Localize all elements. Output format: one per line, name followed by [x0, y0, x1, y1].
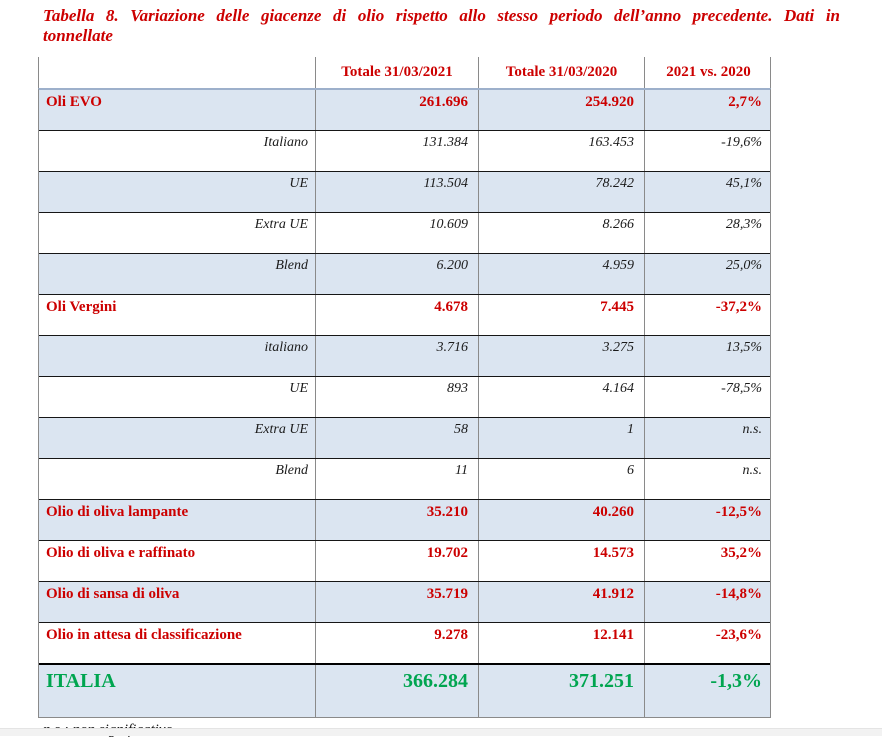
row-label: Blend — [275, 258, 308, 273]
table-title: Tabella 8. Variazione delle giacenze di … — [43, 6, 840, 46]
cell-delta: 25,0% — [644, 254, 772, 294]
cell-total-2021: 6.200 — [315, 254, 478, 294]
table-row-oli-evo: Oli EVO 261.696 254.920 2,7% — [39, 90, 770, 130]
cell-delta: 45,1% — [644, 172, 772, 212]
row-label: Olio di oliva e raffinato — [46, 545, 196, 561]
cell-delta: -1,3% — [644, 665, 772, 717]
table-body: Oli EVO 261.696 254.920 2,7% Italiano 13… — [38, 88, 771, 718]
cell-total-2021: 113.504 — [315, 172, 478, 212]
table-row-olio-sansa: Olio di sansa di oliva 35.719 41.912 -14… — [39, 581, 770, 622]
table-row-blend-evo: Blend 6.200 4.959 25,0% — [39, 253, 770, 294]
cell-total-2021: 3.716 — [315, 336, 478, 376]
cell-delta: 13,5% — [644, 336, 772, 376]
cell-total-2021: 131.384 — [315, 131, 478, 171]
table-row-olio-lampante: Olio di oliva lampante 35.210 40.260 -12… — [39, 499, 770, 540]
table-row-olio-attesa-classificazione: Olio in attesa di classificazione 9.278 … — [39, 622, 770, 663]
table-row-oli-vergini: Oli Vergini 4.678 7.445 -37,2% — [39, 294, 770, 335]
row-label: Extra UE — [254, 422, 308, 437]
page-edge-divider — [0, 728, 882, 736]
cell-delta: 2,7% — [644, 90, 772, 130]
table-row-ue-vergini: UE 893 4.164 -78,5% — [39, 376, 770, 417]
cell-delta: -23,6% — [644, 623, 772, 663]
table-row-ue-evo: UE 113.504 78.242 45,1% — [39, 171, 770, 212]
table-row-extra-ue-evo: Extra UE 10.609 8.266 28,3% — [39, 212, 770, 253]
cell-total-2021: 9.278 — [315, 623, 478, 663]
cell-total-2020: 1 — [478, 418, 644, 458]
cell-total-2020: 78.242 — [478, 172, 644, 212]
cell-total-2020: 163.453 — [478, 131, 644, 171]
cell-delta: 28,3% — [644, 213, 772, 253]
cell-total-2020: 4.164 — [478, 377, 644, 417]
cell-delta: 35,2% — [644, 541, 772, 581]
row-label: Olio di sansa di oliva — [46, 586, 180, 602]
table-header-row: Totale 31/03/2021 Totale 31/03/2020 2021… — [38, 57, 771, 88]
row-label: Oli Vergini — [46, 299, 117, 315]
table-row-italia-total: ITALIA 366.284 371.251 -1,3% — [39, 663, 770, 717]
data-table: Totale 31/03/2021 Totale 31/03/2020 2021… — [38, 57, 771, 718]
cell-delta: -12,5% — [644, 500, 772, 540]
row-label: Olio in attesa di classificazione — [46, 627, 242, 643]
cell-total-2021: 19.702 — [315, 541, 478, 581]
cell-total-2021: 35.210 — [315, 500, 478, 540]
table-row-extra-ue-vergini: Extra UE 58 1 n.s. — [39, 417, 770, 458]
row-label: Extra UE — [254, 217, 308, 232]
cell-total-2020: 8.266 — [478, 213, 644, 253]
cell-total-2020: 40.260 — [478, 500, 644, 540]
cell-total-2021: 35.719 — [315, 582, 478, 622]
table-row-italiano-evo: Italiano 131.384 163.453 -19,6% — [39, 130, 770, 171]
row-label: UE — [289, 381, 308, 396]
row-label: Italiano — [263, 135, 308, 150]
table-row-italiano-vergini: italiano 3.716 3.275 13,5% — [39, 335, 770, 376]
cell-total-2020: 371.251 — [478, 665, 644, 717]
cell-total-2020: 7.445 — [478, 295, 644, 335]
row-label: Blend — [275, 463, 308, 478]
row-label: ITALIA — [46, 670, 116, 692]
cell-delta: n.s. — [644, 418, 772, 458]
cell-delta: -78,5% — [644, 377, 772, 417]
cell-delta: -37,2% — [644, 295, 772, 335]
cell-delta: -19,6% — [644, 131, 772, 171]
row-label: UE — [289, 176, 308, 191]
table-title-line2: tonnellate — [43, 26, 113, 45]
cell-total-2021: 58 — [315, 418, 478, 458]
row-label: Olio di oliva lampante — [46, 504, 189, 520]
cell-total-2020: 14.573 — [478, 541, 644, 581]
cell-total-2020: 12.141 — [478, 623, 644, 663]
cell-total-2021: 261.696 — [315, 90, 478, 130]
cell-total-2021: 4.678 — [315, 295, 478, 335]
cell-delta: n.s. — [644, 459, 772, 499]
table-row-blend-vergini: Blend 11 6 n.s. — [39, 458, 770, 499]
cell-total-2020: 4.959 — [478, 254, 644, 294]
header-total-2021: Totale 31/03/2021 — [315, 57, 478, 88]
cell-total-2020: 254.920 — [478, 90, 644, 130]
cell-total-2020: 6 — [478, 459, 644, 499]
cell-total-2020: 41.912 — [478, 582, 644, 622]
cell-total-2021: 366.284 — [315, 665, 478, 717]
header-2021-vs-2020: 2021 vs. 2020 — [644, 57, 772, 88]
cell-total-2021: 10.609 — [315, 213, 478, 253]
document-page: Tabella 8. Variazione delle giacenze di … — [0, 6, 882, 738]
cell-total-2020: 3.275 — [478, 336, 644, 376]
header-empty-cell — [39, 57, 315, 88]
row-label: Oli EVO — [46, 94, 102, 110]
header-total-2020: Totale 31/03/2020 — [478, 57, 644, 88]
cell-total-2021: 11 — [315, 459, 478, 499]
table-row-olio-raffinato: Olio di oliva e raffinato 19.702 14.573 … — [39, 540, 770, 581]
cell-total-2021: 893 — [315, 377, 478, 417]
cell-delta: -14,8% — [644, 582, 772, 622]
row-label: italiano — [264, 340, 308, 355]
table-title-line1: Tabella 8. Variazione delle giacenze di … — [43, 6, 840, 25]
